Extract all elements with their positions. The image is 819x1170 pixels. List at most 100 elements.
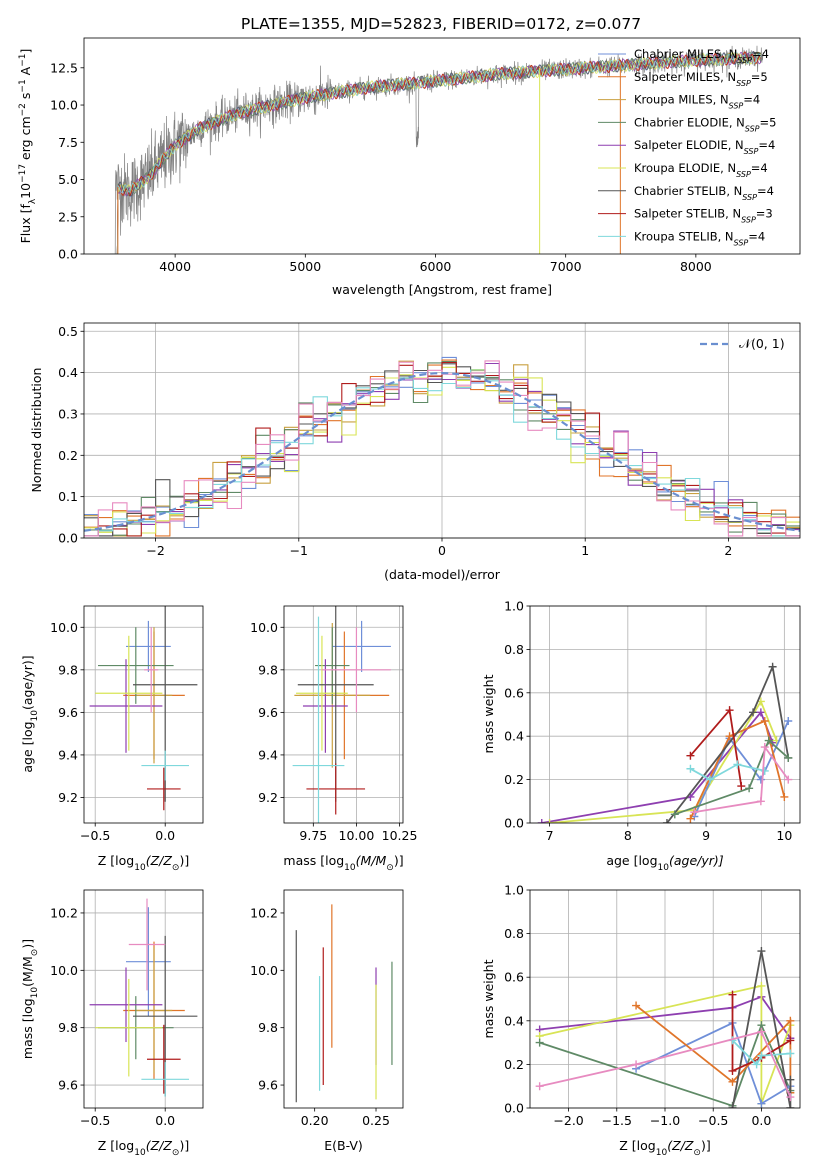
weight-marker (760, 743, 769, 752)
legend-sub: SSP (734, 238, 749, 247)
x-tick-label: −1.0 (650, 1113, 680, 1128)
weight-marker (764, 736, 773, 745)
plot-area-weight_vs_Z (535, 947, 795, 1108)
legend-count: =4 (743, 93, 760, 107)
weight-marker (537, 819, 546, 823)
weight-marker (690, 808, 699, 817)
y-tick-label: 0.3 (58, 406, 78, 421)
x-axis-label-part: )] (179, 1138, 189, 1153)
y-tick-label: 0.2 (58, 448, 78, 463)
x-axis-label-part: mass [log (283, 853, 344, 868)
weight-line-kroupa-stelib (731, 1039, 791, 1066)
plot-area-age_vs_Z (89, 606, 198, 811)
x-tick-label: −2.0 (553, 1113, 583, 1128)
y-axis-label-part: ] (18, 49, 33, 54)
legend-label: Chabrier ELODIE, N (634, 115, 745, 129)
weight-marker (757, 947, 766, 956)
legend-entry: Salpeter ELODIE, NSSP=4 (634, 138, 775, 156)
y-tick-label: 1.0 (504, 599, 524, 614)
y-tick-label: 9.4 (58, 747, 78, 762)
weight-marker (756, 775, 765, 784)
y-axis-label-part: −1 (18, 54, 28, 67)
y-tick-label: 0.5 (58, 324, 78, 339)
axes-age_vs_mass: 9.75 10.00 10.25 9.2 9.4 9.6 9.8 10.0 mass [log1… (250, 605, 418, 873)
legend-label: Salpeter ELODIE, N (634, 138, 744, 152)
legend-label: Kroupa STELIB, N (634, 229, 734, 243)
y-axis-label-part: (M/M (20, 956, 35, 987)
y-tick-label: 0.8 (504, 926, 524, 941)
x-tick-label: −1.5 (602, 1113, 632, 1128)
y-tick-label: 9.8 (258, 1020, 278, 1035)
axes-frame (529, 605, 801, 824)
weight-marker (545, 819, 554, 823)
legend-sub: SSP (741, 215, 756, 224)
x-tick-label: −2 (146, 543, 164, 558)
weight-marker (757, 981, 766, 990)
weight-marker (760, 766, 769, 775)
x-tick-label: 9.75 (299, 828, 327, 843)
x-axis-label-part: Z [log (98, 1138, 134, 1153)
legend-sub: SSP (736, 78, 751, 87)
weight-marker (686, 764, 695, 773)
grid (84, 323, 800, 539)
weight-marker (728, 990, 737, 999)
y-tick-label: 10.0 (50, 963, 78, 978)
weight-marker (728, 1077, 737, 1086)
y-tick-label: 0.1 (58, 489, 78, 504)
grid (84, 890, 203, 1108)
x-tick-label: 5000 (289, 259, 321, 274)
y-tick-label: 9.8 (58, 662, 78, 677)
legend-count: =3 (756, 207, 773, 221)
plot-area-mass_vs_ebv (295, 904, 393, 1103)
y-tick-label: 10.0 (50, 620, 78, 635)
data-spectrum (110, 45, 764, 254)
weight-line-pink (539, 1030, 792, 1098)
plot-area-age_vs_mass (292, 606, 391, 823)
y-tick-label: 10.2 (250, 905, 278, 920)
model-spectrum-salpeter-stelib (112, 51, 762, 254)
weight-marker (786, 1016, 795, 1025)
x-tick-label: 10.25 (382, 828, 418, 843)
axes-mass_vs_ebv: 0.20 0.25 9.6 9.8 10.0 10.2 E(B-V) (250, 889, 404, 1153)
weight-marker (725, 732, 734, 741)
x-tick-label: −0.5 (698, 1113, 728, 1128)
weight-marker (686, 751, 695, 760)
weight-marker (786, 1075, 795, 1084)
y-tick-label: 0.0 (58, 531, 78, 546)
x-tick-label: 10.00 (339, 828, 375, 843)
weight-marker (784, 775, 793, 784)
x-tick-label: 7 (546, 828, 554, 843)
y-axis-label-part: )] (20, 939, 35, 949)
x-tick-label: 0.0 (155, 1113, 175, 1128)
y-tick-label: 9.6 (58, 1078, 78, 1093)
x-tick-label: 8000 (680, 259, 712, 274)
x-axis-label-part: Z [log (619, 1138, 655, 1153)
y-tick-label: 0.0 (504, 1101, 524, 1116)
model-spectrum-kroupa-stelib (112, 52, 762, 254)
x-axis-label-part: ⊙ (693, 1148, 701, 1158)
x-axis-label-part: )] (394, 853, 404, 868)
y-axis-label-part: 10 (30, 710, 40, 722)
legend-count: =5 (751, 70, 768, 84)
x-axis-label-part: age [log (606, 853, 657, 868)
y-axis-label: Normed distribution (29, 368, 44, 493)
y-tick-label: 9.6 (258, 1078, 278, 1093)
legend-count: =4 (751, 161, 768, 175)
y-tick-label: 1.0 (504, 883, 524, 898)
weight-line-chabrier-stelib (666, 663, 790, 823)
x-tick-label: 7000 (550, 259, 582, 274)
legend-entry: Kroupa MILES, NSSP=4 (634, 93, 760, 111)
weight-marker (706, 775, 714, 784)
x-axis-label-part: ⊙ (172, 863, 180, 873)
x-axis-label-part: ⊙ (386, 863, 394, 873)
y-tick-label: 0.2 (504, 1057, 524, 1072)
y-tick-label: 9.6 (58, 705, 78, 720)
y-tick-label: 9.8 (58, 1020, 78, 1035)
legend-count: =5 (760, 115, 777, 129)
weight-line-salpeter-elodie (539, 995, 792, 1039)
y-tick-label: 9.8 (258, 662, 278, 677)
weight-marker (786, 1104, 795, 1108)
